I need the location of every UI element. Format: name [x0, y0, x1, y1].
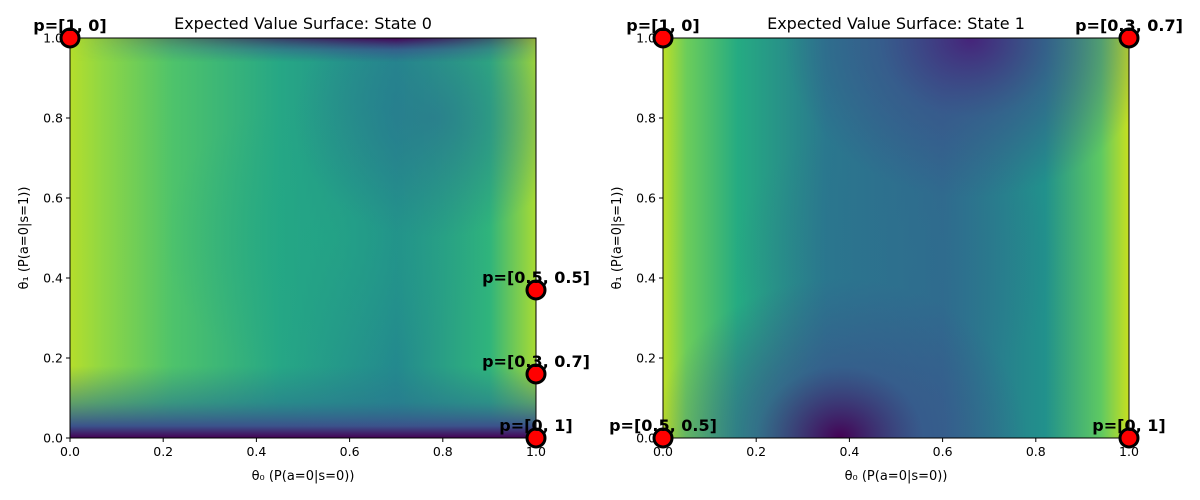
x-tick-label: 0.6 [933, 444, 953, 459]
point-label: p=[0.5, 0.5] [482, 268, 590, 287]
value-point [525, 363, 547, 385]
point-label: p=[0, 1] [499, 416, 572, 435]
x-tick-label: 0.0 [60, 444, 80, 459]
value-point [1118, 427, 1140, 449]
value-point [652, 427, 674, 449]
y-tick-label: 0.0 [43, 431, 63, 446]
x-tick-label: 0.6 [340, 444, 360, 459]
heatmap-surface-1 [663, 38, 1129, 438]
x-tick-label: 0.0 [653, 444, 673, 459]
x-tick-label: 0.8 [1026, 444, 1046, 459]
y-axis-label-1: θ₁ (P(a=0|s=1)) [610, 187, 625, 290]
x-tick-label: 0.2 [153, 444, 173, 459]
value-point [525, 427, 547, 449]
y-tick-label: 0.8 [636, 111, 656, 126]
value-point [1118, 27, 1140, 49]
value-point [652, 27, 674, 49]
point-label: p=[0.5, 0.5] [609, 416, 717, 435]
y-tick-label: 0.2 [636, 351, 656, 366]
ticks-0: 0.0 0.2 0.4 0.6 0.8 1.0 0.0 0.2 0.4 0.6 0.8 1.0 [43, 31, 546, 460]
points-1: p=[1, 0] p=[0.3, 0.7] p=[0.5, 0.5] p=[0, 1] [609, 16, 1183, 449]
plot-frame-1 [662, 37, 1130, 439]
point-label: p=[0.3, 0.7] [1075, 16, 1183, 35]
chart-panel-0: Expected Value Surface: State 0 θ₀ (P(a=… [17, 14, 590, 484]
x-tick-label: 0.4 [246, 444, 266, 459]
plot-frame-0 [69, 37, 537, 439]
chart-title-1: Expected Value Surface: State 1 [767, 14, 1025, 33]
heatmap-surface-0 [70, 38, 536, 438]
y-tick-label: 0.4 [636, 271, 656, 286]
chart-title-0: Expected Value Surface: State 0 [174, 14, 432, 33]
x-tick-label: 0.4 [839, 444, 859, 459]
point-label: p=[1, 0] [626, 16, 699, 35]
x-tick-label: 0.8 [433, 444, 453, 459]
point-label: p=[1, 0] [33, 16, 106, 35]
y-tick-label: 0.8 [43, 111, 63, 126]
y-tick-label: 0.6 [636, 191, 656, 206]
x-axis-label-1: θ₀ (P(a=0|s=0)) [845, 469, 948, 484]
y-tick-label: 0.2 [43, 351, 63, 366]
value-point [525, 279, 547, 301]
y-tick-label: 0.0 [636, 431, 656, 446]
x-tick-label: 1.0 [1119, 444, 1139, 459]
chart-panel-1: Expected Value Surface: State 1 θ₀ (P(a=… [609, 14, 1183, 484]
value-point [59, 27, 81, 49]
point-label: p=[0, 1] [1092, 416, 1165, 435]
points-0: p=[1, 0] p=[0.5, 0.5] p=[0.3, 0.7] p=[0, 1] [33, 16, 590, 449]
y-tick-label: 1.0 [636, 31, 656, 46]
point-label: p=[0.3, 0.7] [482, 352, 590, 371]
x-tick-label: 0.2 [746, 444, 766, 459]
x-axis-label-0: θ₀ (P(a=0|s=0)) [252, 469, 355, 484]
y-tick-label: 1.0 [43, 31, 63, 46]
y-tick-label: 0.4 [43, 271, 63, 286]
y-tick-label: 0.6 [43, 191, 63, 206]
y-axis-label-0: θ₁ (P(a=0|s=1)) [17, 187, 32, 290]
x-tick-label: 1.0 [526, 444, 546, 459]
ticks-1: 0.0 0.2 0.4 0.6 0.8 1.0 0.0 0.2 0.4 0.6 0.8 1.0 [636, 31, 1139, 460]
